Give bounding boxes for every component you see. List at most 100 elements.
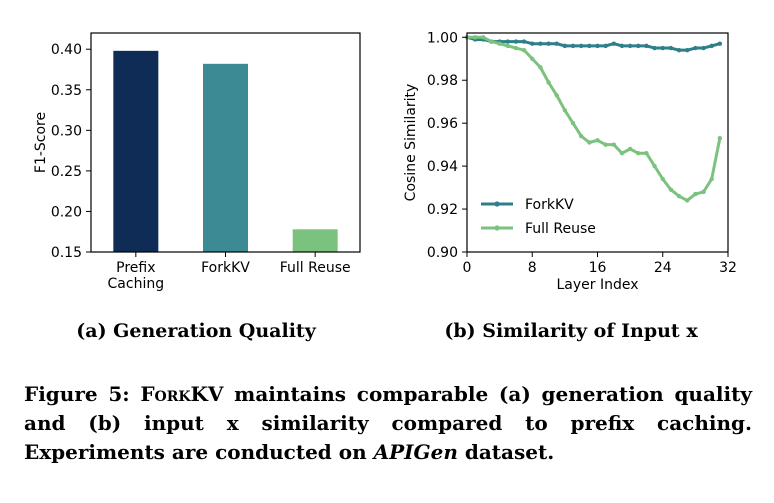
data-point: [636, 151, 641, 156]
data-point: [693, 45, 698, 51]
data-point: [652, 163, 657, 169]
data-point: [530, 41, 535, 46]
data-point: [546, 41, 551, 46]
legend-marker: [494, 225, 500, 231]
caption-body: maintains comparable (a) generation qual…: [24, 382, 752, 464]
data-point: [709, 43, 714, 49]
x-tick-label: 24: [654, 260, 672, 276]
legend-marker: [494, 201, 500, 207]
y-tick-label: 0.30: [51, 123, 82, 139]
data-point: [693, 191, 698, 197]
data-point: [554, 93, 559, 98]
data-point: [497, 41, 502, 46]
line-series: [464, 35, 723, 203]
y-tick-label: 0.20: [51, 204, 82, 220]
line-chart-panel: 0.90 0.92 0.94 0.96 0.98 1.00 0 8 16 24 32 Layer …: [403, 30, 737, 293]
y-tick-label: 0.94: [427, 159, 458, 175]
legend-label: ForkKV: [525, 197, 574, 213]
y-axis-label-a: F1-Score: [33, 112, 49, 173]
x-tick-label: Caching: [108, 276, 165, 292]
data-point: [562, 108, 568, 113]
data-point: [668, 187, 674, 192]
y-tick-label: 1.00: [427, 30, 458, 46]
data-point: [554, 41, 559, 46]
x-tick-label: ForkKV: [201, 260, 250, 276]
legend: ForkKV Full Reuse: [481, 197, 596, 237]
data-point: [611, 142, 617, 147]
data-point: [578, 43, 584, 49]
caption-dataset: APIGen: [373, 440, 458, 464]
data-point: [562, 43, 568, 49]
data-point: [505, 43, 510, 49]
data-point: [644, 43, 649, 49]
y-tick-label: 0.92: [427, 202, 458, 218]
bar-series: [113, 50, 338, 253]
data-point: [611, 41, 617, 46]
data-point: [595, 43, 600, 49]
y-axis-label-b: Cosine Similarity: [403, 84, 419, 202]
data-point: [685, 47, 690, 53]
x-tick-label: Prefix: [116, 260, 155, 276]
data-point: [570, 43, 576, 49]
data-point: [587, 140, 592, 145]
y-ticks-b: 0.90 0.92 0.94 0.96 0.98 1.00: [427, 30, 467, 261]
data-point: [701, 189, 706, 195]
data-point: [660, 45, 665, 51]
data-point: [627, 43, 633, 49]
data-point: [660, 176, 665, 182]
data-point: [595, 138, 600, 143]
data-point: [676, 193, 682, 199]
x-tick-label: Full Reuse: [280, 260, 351, 276]
data-point: [538, 65, 543, 70]
data-point: [627, 146, 633, 152]
bar: [113, 50, 159, 252]
data-point: [676, 47, 682, 53]
y-tick-label: 0.96: [427, 116, 458, 132]
y-tick-label: 0.15: [51, 245, 82, 261]
bar: [292, 229, 338, 252]
bar: [203, 63, 248, 253]
series-line: [467, 35, 722, 202]
data-point: [481, 35, 486, 40]
data-point: [619, 151, 625, 156]
data-point: [538, 41, 543, 46]
x-tick-label: 8: [528, 260, 537, 276]
data-point: [513, 39, 519, 44]
data-point: [685, 198, 690, 203]
data-point: [546, 80, 551, 85]
data-point: [603, 43, 608, 49]
data-point: [701, 45, 706, 51]
data-point: [717, 136, 723, 141]
legend-label: Full Reuse: [525, 221, 596, 237]
subcaption-a: (a) Generation Quality: [76, 320, 316, 342]
data-point: [521, 47, 527, 53]
data-point: [530, 56, 535, 61]
figure-caption: Figure 5: ForkKV maintains comparable (a…: [24, 380, 752, 467]
x-tick-label: 16: [589, 260, 607, 276]
data-point: [668, 45, 674, 51]
data-point: [513, 45, 519, 51]
data-point: [578, 133, 584, 139]
data-point: [644, 151, 649, 156]
data-point: [603, 142, 608, 147]
data-point: [636, 43, 641, 49]
y-tick-label: 0.40: [51, 42, 82, 58]
data-point: [717, 41, 723, 46]
data-point: [619, 43, 625, 49]
y-tick-label: 0.90: [427, 245, 458, 261]
caption-lead: Figure 5:: [24, 382, 141, 406]
x-tick-label: 32: [719, 260, 737, 276]
data-point: [709, 176, 714, 182]
data-point: [587, 43, 592, 49]
data-point: [521, 39, 527, 44]
x-tick-label: 0: [463, 260, 472, 276]
y-tick-label: 0.98: [427, 73, 458, 89]
data-point: [570, 120, 576, 126]
subcaption-b: (b) Similarity of Input x: [444, 320, 698, 342]
y-ticks-a: 0.15 0.20 0.25 0.30 0.35 0.40: [51, 42, 91, 261]
y-tick-label: 0.25: [51, 164, 82, 180]
data-point: [472, 35, 478, 40]
